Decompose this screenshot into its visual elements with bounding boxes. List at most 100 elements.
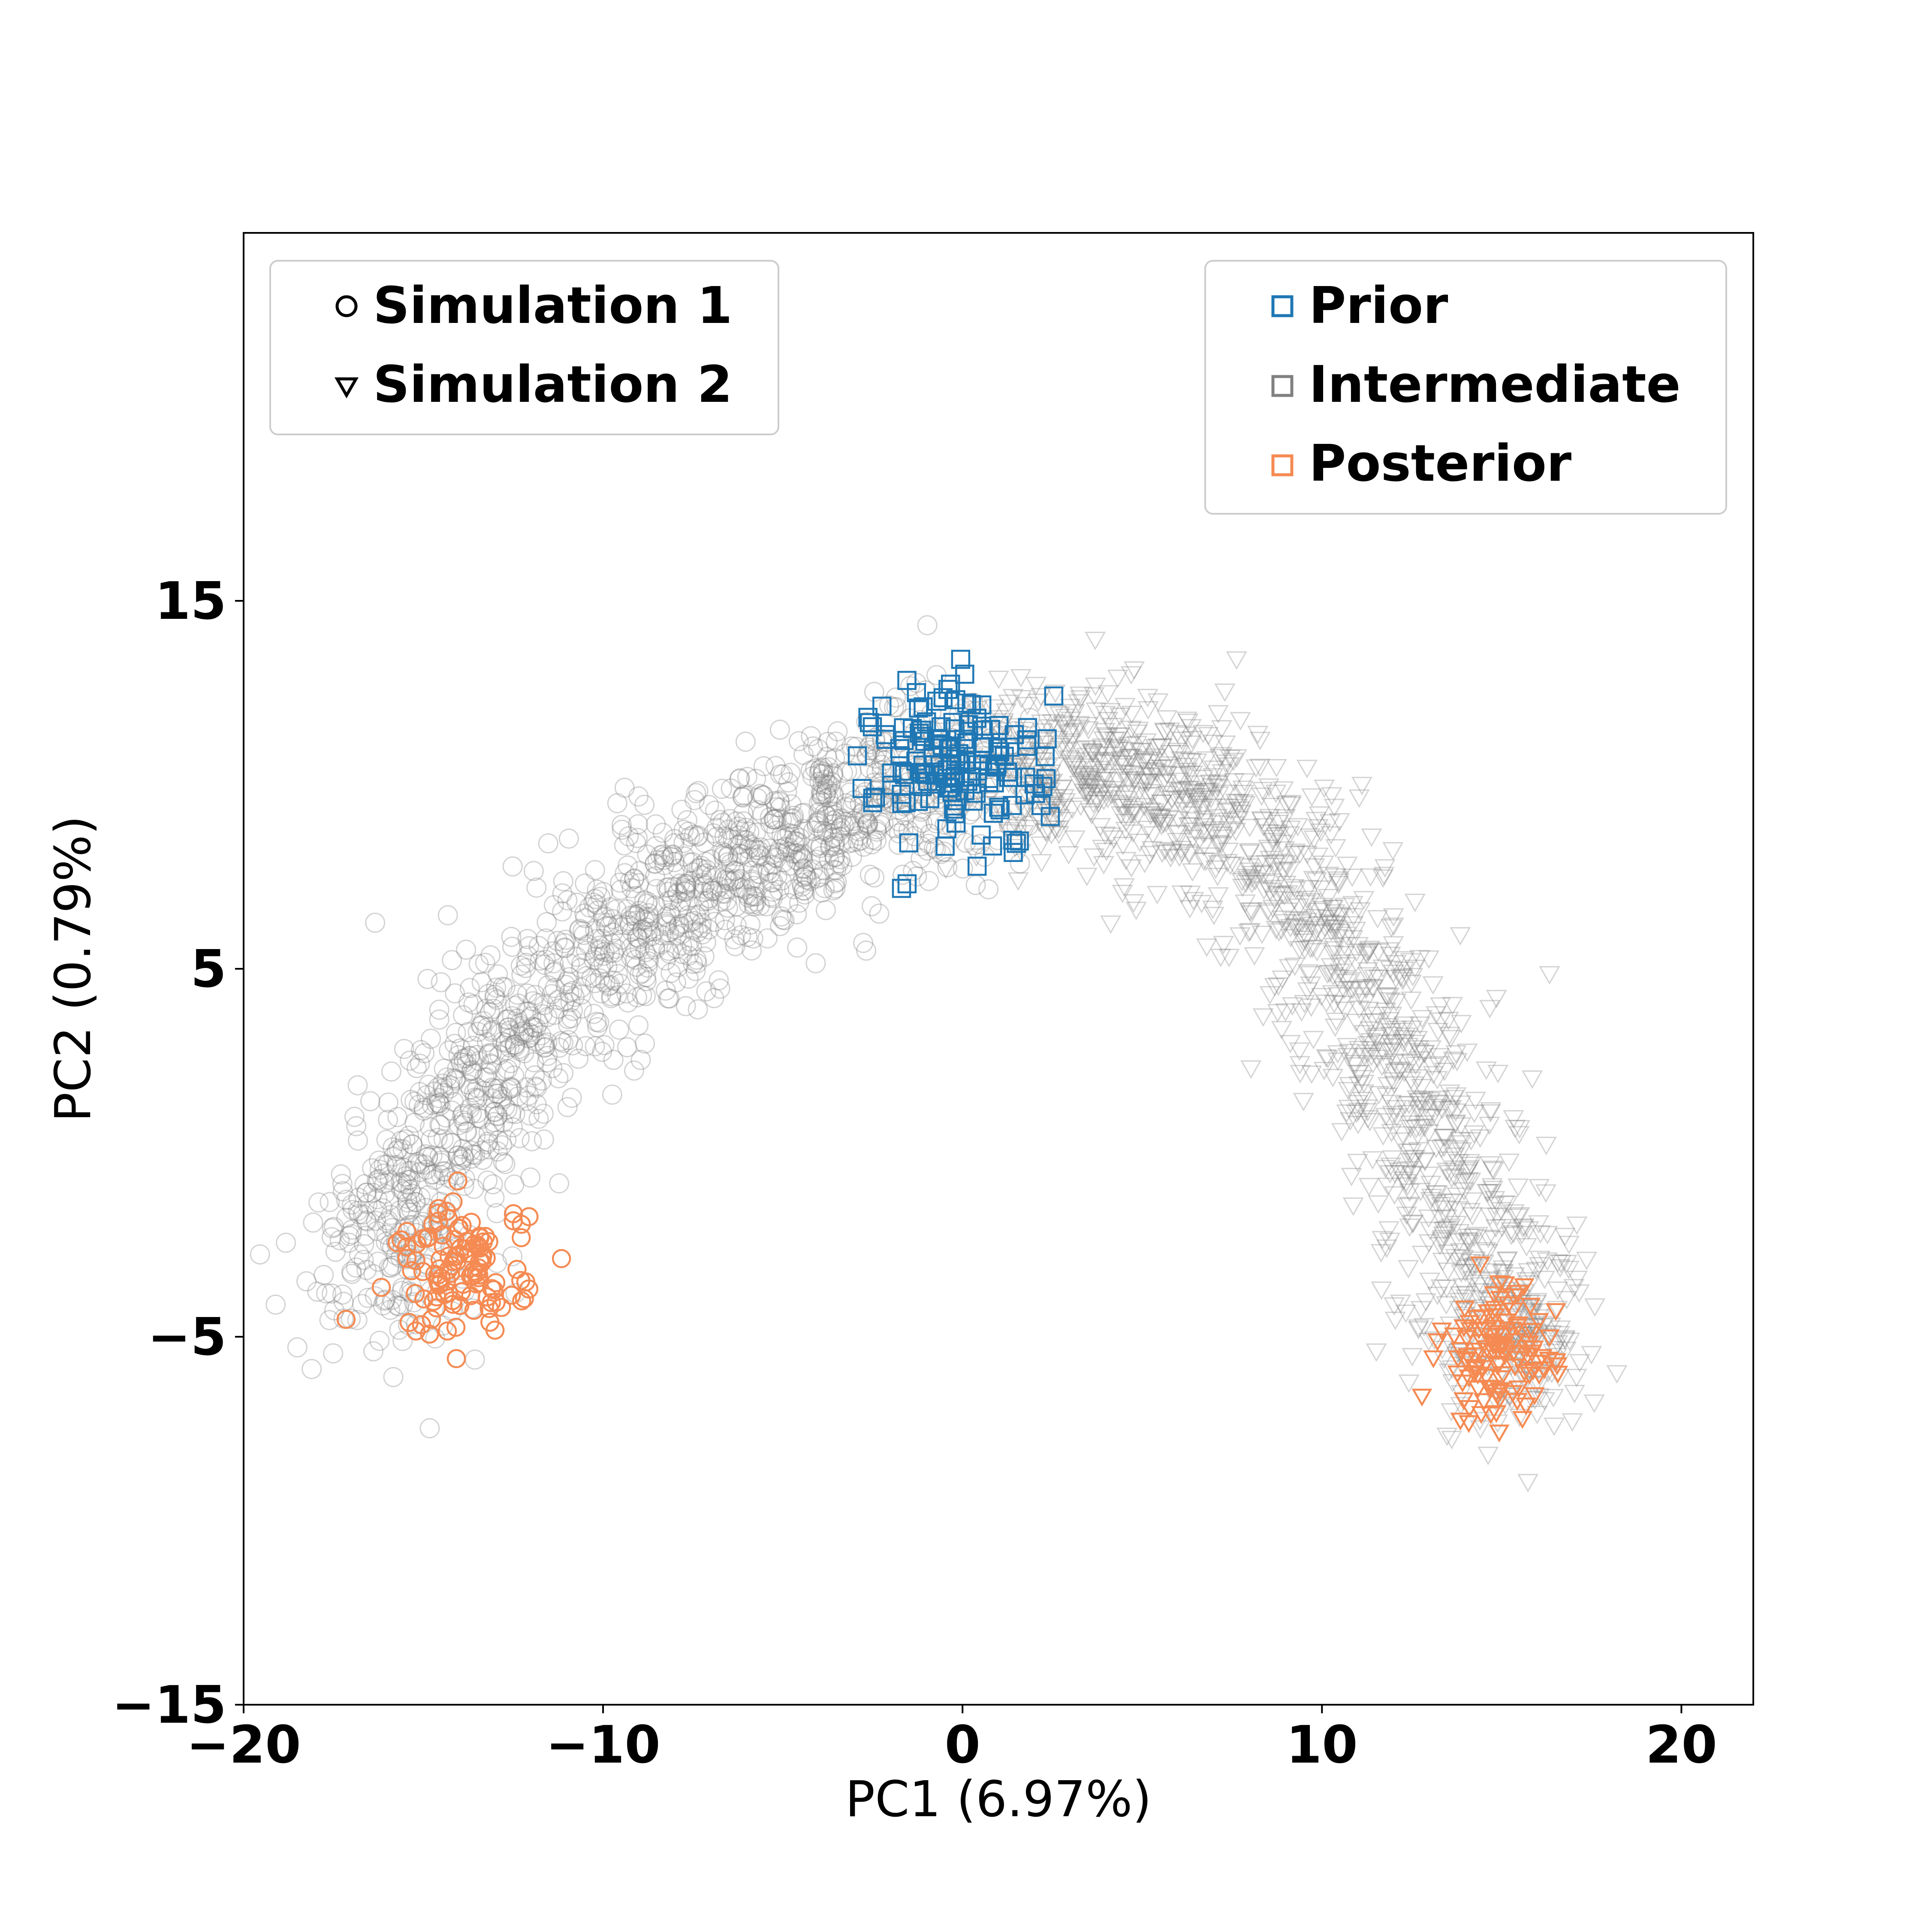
data-point bbox=[1121, 705, 1143, 724]
data-point bbox=[766, 848, 787, 868]
data-point bbox=[823, 784, 844, 804]
data-point bbox=[1106, 738, 1127, 757]
data-point bbox=[718, 897, 738, 918]
data-point bbox=[398, 1170, 419, 1191]
data-point bbox=[368, 1169, 389, 1190]
data-point bbox=[1259, 850, 1281, 869]
data-point bbox=[677, 810, 698, 830]
data-point bbox=[1127, 724, 1148, 743]
data-point bbox=[1043, 795, 1064, 814]
data-point bbox=[1122, 803, 1143, 822]
data-point bbox=[1077, 787, 1098, 806]
data-point bbox=[1271, 910, 1293, 929]
data-point bbox=[1176, 790, 1197, 809]
data-point bbox=[627, 928, 648, 948]
data-point bbox=[1196, 751, 1217, 770]
data-point bbox=[476, 998, 497, 1019]
data-point bbox=[1419, 1272, 1441, 1291]
data-point bbox=[1331, 1123, 1352, 1142]
data-point bbox=[1093, 792, 1115, 811]
data-point bbox=[1187, 793, 1209, 811]
data-point bbox=[447, 1058, 467, 1079]
data-point bbox=[1324, 937, 1345, 956]
data-point bbox=[1507, 1318, 1528, 1337]
data-point bbox=[486, 989, 507, 1010]
data-point bbox=[505, 1034, 525, 1055]
data-point bbox=[1357, 1044, 1379, 1063]
x-tick-label: 10 bbox=[1286, 1715, 1358, 1775]
data-point bbox=[1410, 1301, 1432, 1320]
data-point bbox=[744, 896, 764, 916]
data-point bbox=[618, 826, 639, 847]
data-point bbox=[1290, 1065, 1311, 1084]
data-point bbox=[1432, 1101, 1453, 1120]
data-point bbox=[1482, 1181, 1504, 1200]
data-point bbox=[438, 1167, 459, 1188]
data-point bbox=[1383, 917, 1405, 936]
data-point bbox=[1494, 1276, 1515, 1294]
data-point bbox=[770, 916, 790, 937]
data-point bbox=[493, 1112, 513, 1133]
data-point bbox=[1146, 886, 1168, 904]
data-point bbox=[817, 822, 837, 842]
data-point bbox=[862, 834, 882, 855]
data-point bbox=[525, 1065, 545, 1086]
data-point bbox=[602, 909, 623, 929]
data-point bbox=[629, 901, 650, 921]
data-point bbox=[1042, 714, 1063, 733]
data-point bbox=[904, 826, 925, 847]
data-point bbox=[736, 879, 756, 900]
data-point bbox=[1509, 1408, 1530, 1428]
data-point bbox=[831, 808, 852, 829]
data-point bbox=[1212, 764, 1233, 783]
data-point bbox=[545, 978, 565, 998]
data-point bbox=[332, 1181, 353, 1202]
data-point bbox=[1487, 1208, 1508, 1227]
data-point bbox=[966, 784, 986, 803]
data-point bbox=[1055, 793, 1076, 812]
data-point bbox=[716, 890, 737, 911]
data-point bbox=[1006, 816, 1027, 837]
data-point bbox=[1016, 697, 1038, 716]
data-point bbox=[1479, 1000, 1501, 1019]
data-point bbox=[937, 857, 958, 877]
data-point bbox=[367, 1172, 388, 1193]
data-point bbox=[1176, 752, 1197, 771]
data-point bbox=[1192, 770, 1214, 789]
data-point bbox=[1244, 947, 1265, 966]
data-point bbox=[1543, 1389, 1564, 1408]
data-point bbox=[817, 774, 838, 795]
data-point bbox=[625, 949, 645, 970]
data-point bbox=[658, 882, 679, 902]
data-point bbox=[352, 1294, 372, 1314]
data-point bbox=[739, 838, 759, 859]
data-point bbox=[551, 1031, 571, 1052]
data-point bbox=[380, 1234, 400, 1255]
data-point bbox=[1330, 954, 1351, 973]
data-point bbox=[456, 1048, 477, 1068]
data-point bbox=[1169, 766, 1190, 785]
data-point bbox=[387, 1295, 407, 1316]
data-point bbox=[1263, 880, 1285, 898]
data-point bbox=[817, 805, 837, 826]
data-point bbox=[748, 863, 769, 884]
data-point bbox=[1300, 893, 1321, 912]
data-point bbox=[675, 874, 696, 894]
data-point bbox=[1255, 855, 1277, 874]
data-point bbox=[876, 788, 896, 809]
data-point bbox=[1335, 970, 1356, 989]
data-point bbox=[1096, 784, 1117, 802]
data-point bbox=[678, 905, 699, 925]
data-point bbox=[1284, 957, 1306, 976]
data-point bbox=[1507, 1209, 1529, 1227]
data-point bbox=[1302, 939, 1324, 958]
data-point bbox=[1379, 960, 1401, 979]
data-point bbox=[265, 1294, 286, 1315]
data-point bbox=[1134, 798, 1155, 817]
data-point bbox=[1060, 754, 1082, 773]
data-point bbox=[1234, 894, 1256, 913]
data-point bbox=[636, 907, 656, 927]
data-point bbox=[615, 863, 635, 883]
data-point bbox=[760, 862, 781, 883]
